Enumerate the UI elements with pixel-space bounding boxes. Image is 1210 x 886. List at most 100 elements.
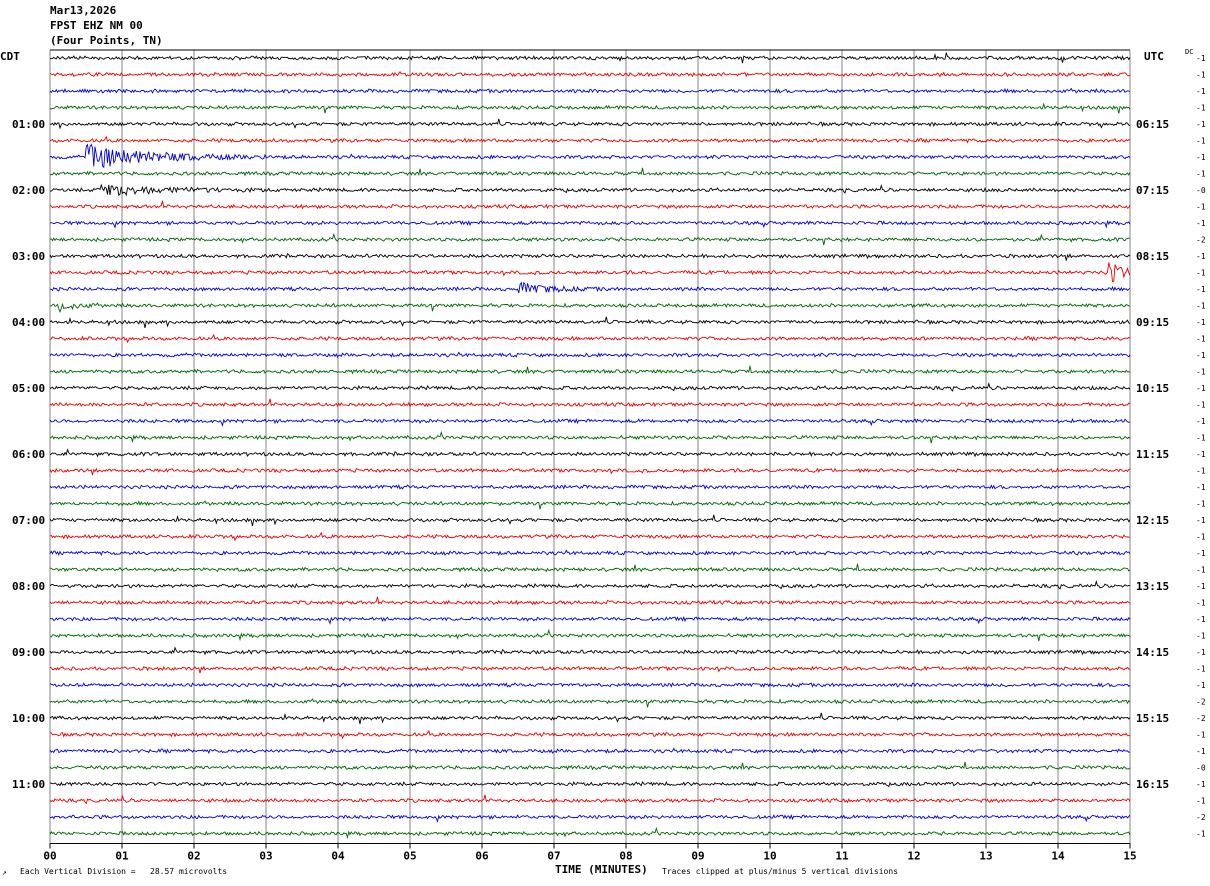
dc-offset-label: -1 xyxy=(1196,632,1206,641)
trace-row xyxy=(49,417,1131,427)
x-tick-label: 13 xyxy=(979,850,992,863)
left-hour-label: 07:00 xyxy=(12,514,45,527)
dc-offset-label: -1 xyxy=(1196,615,1206,624)
left-hour-label: 11:00 xyxy=(12,778,45,791)
dc-offset-label: -0 xyxy=(1196,186,1206,195)
dc-offset-label: -1 xyxy=(1196,153,1206,162)
right-hour-label: 11:15 xyxy=(1136,448,1169,461)
left-hour-label: 04:00 xyxy=(12,316,45,329)
trace-row xyxy=(49,252,1131,261)
right-hour-label: 14:15 xyxy=(1136,646,1169,659)
dc-offset-label: -1 xyxy=(1196,780,1206,789)
x-tick-label: 11 xyxy=(835,850,849,863)
right-hour-label: 09:15 xyxy=(1136,316,1169,329)
left-hour-label: 10:00 xyxy=(12,712,45,725)
clip-note: Traces clipped at plus/minus 5 vertical … xyxy=(662,867,899,876)
trace-row xyxy=(49,467,1131,476)
trace-row xyxy=(49,628,1131,642)
x-tick-label: 02 xyxy=(187,850,200,863)
trace-rows xyxy=(49,52,1131,840)
right-hour-label: 13:15 xyxy=(1136,580,1169,593)
right-hour-label: 15:15 xyxy=(1136,712,1169,725)
trace-row xyxy=(49,531,1131,542)
dc-label: DC xyxy=(1185,48,1194,56)
dc-offset-label: -1 xyxy=(1196,71,1206,80)
trace-row xyxy=(49,580,1131,590)
trace-row xyxy=(49,698,1131,708)
right-hour-label: 16:15 xyxy=(1136,778,1169,791)
left-hour-label: 08:00 xyxy=(12,580,45,593)
left-hour-label: 09:00 xyxy=(12,646,45,659)
trace-row xyxy=(49,302,1131,314)
dc-offset-label: -1 xyxy=(1196,665,1206,674)
dc-offset-label: -1 xyxy=(1196,797,1206,806)
x-tick-label: 10 xyxy=(763,850,776,863)
right-hour-label: 08:15 xyxy=(1136,250,1169,263)
dc-offset-label: -1 xyxy=(1196,170,1206,179)
trace-row xyxy=(49,87,1131,94)
x-tick-label: 09 xyxy=(691,850,704,863)
trace-row xyxy=(49,712,1131,724)
dc-offset-label: -1 xyxy=(1196,384,1206,393)
right-hour-label: 06:15 xyxy=(1136,118,1169,131)
trace-row xyxy=(49,484,1131,490)
trace-row xyxy=(49,382,1131,392)
trace-row xyxy=(49,665,1131,674)
trace-row xyxy=(49,167,1131,177)
dc-offset-label: -0 xyxy=(1196,764,1206,773)
trace-row xyxy=(49,232,1131,246)
dc-offset-label: -1 xyxy=(1196,500,1206,509)
dc-offset-label: -1 xyxy=(1196,467,1206,476)
dc-offset-label: -1 xyxy=(1196,681,1206,690)
trace-row xyxy=(50,183,1131,197)
dc-offset-label: -1 xyxy=(1196,302,1206,311)
dc-offset-label: -1 xyxy=(1196,87,1206,96)
trace-row xyxy=(49,135,1131,144)
dc-offset-label: -1 xyxy=(1196,450,1206,459)
x-tick-label: 08 xyxy=(619,850,632,863)
trace-row xyxy=(49,365,1131,375)
dc-offset-label: -1 xyxy=(1196,335,1206,344)
x-tick-label: 01 xyxy=(115,850,129,863)
dc-offset-label: -1 xyxy=(1196,203,1206,212)
trace-row xyxy=(49,281,1131,294)
trace-row xyxy=(49,563,1131,573)
axis-labels: 00 01 02 03 04 05 06 07 08 09 10 11 12 13 14 15 -1 -1 -1 -1… xyxy=(12,54,1206,863)
trace-row xyxy=(49,813,1131,823)
x-tick-label: 03 xyxy=(259,850,272,863)
right-axis-title: UTC xyxy=(1144,50,1164,63)
trace-row xyxy=(49,102,1131,114)
scale-note: Each Vertical Division = 28.57 microvolt… xyxy=(20,867,228,876)
left-axis-title: CDT xyxy=(0,50,20,63)
x-axis-title: TIME (MINUTES) xyxy=(555,863,648,876)
trace-row xyxy=(49,596,1131,606)
left-hour-label: 05:00 xyxy=(12,382,45,395)
dc-offset-label: -1 xyxy=(1196,54,1206,63)
trace-row xyxy=(49,262,1131,283)
dc-offset-label: -1 xyxy=(1196,318,1206,327)
trace-row xyxy=(49,71,1131,78)
trace-row xyxy=(49,615,1131,625)
dc-offset-label: -1 xyxy=(1196,747,1206,756)
trace-row xyxy=(49,398,1131,408)
left-hour-label: 06:00 xyxy=(12,448,45,461)
dc-offset-label: -2 xyxy=(1196,714,1206,723)
dc-offset-label: -1 xyxy=(1196,434,1206,443)
right-hour-label: 12:15 xyxy=(1136,514,1169,527)
x-tick-label: 15 xyxy=(1123,850,1136,863)
trace-row xyxy=(49,682,1131,688)
dc-offset-label: -1 xyxy=(1196,269,1206,278)
dc-offset-label: -1 xyxy=(1196,533,1206,542)
dc-offset-label: -1 xyxy=(1196,549,1206,558)
dc-offset-label: -2 xyxy=(1196,236,1206,245)
x-tick-label: 12 xyxy=(907,850,920,863)
trace-row xyxy=(49,118,1131,130)
dc-offset-label: -1 xyxy=(1196,252,1206,261)
trace-row xyxy=(49,646,1131,656)
trace-row xyxy=(49,430,1131,444)
dc-offset-label: -1 xyxy=(1196,830,1206,839)
dc-offset-label: -2 xyxy=(1196,698,1206,707)
trace-row xyxy=(49,52,1131,64)
trace-row xyxy=(49,351,1131,359)
